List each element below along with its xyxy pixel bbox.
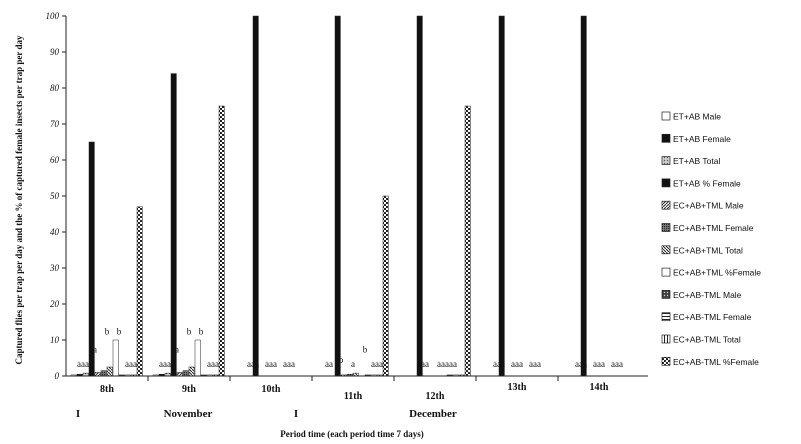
legend-label: ET+AB Total bbox=[673, 156, 720, 166]
month-label: I bbox=[76, 408, 80, 420]
bar bbox=[112, 339, 119, 377]
legend-swatch bbox=[661, 312, 671, 322]
legend: ET+AB Male ET+AB Female ET+AB Total ET+AB %… bbox=[661, 111, 761, 367]
y-tick-label: 80 bbox=[50, 83, 60, 93]
legend-label: ET+AB Male bbox=[673, 112, 721, 122]
bar bbox=[252, 15, 259, 377]
legend-swatch bbox=[661, 245, 671, 255]
y-tick-label: 70 bbox=[50, 119, 60, 129]
y-tick-label: 0 bbox=[55, 371, 60, 381]
y-axis-label: Captured flies per trap per day and the … bbox=[14, 35, 24, 364]
y-tick-label: 60 bbox=[50, 155, 60, 165]
legend-swatch bbox=[661, 223, 671, 232]
category-label: 8th bbox=[100, 384, 114, 395]
significance-label: aaa bbox=[493, 359, 505, 369]
legend-label: EC+AB-TML %Female bbox=[673, 357, 759, 367]
legend-label: ET+AB % Female bbox=[673, 178, 741, 188]
month-label: December bbox=[409, 408, 457, 420]
legend-label: EC+AB-TML Female bbox=[673, 312, 752, 322]
bar bbox=[194, 339, 201, 377]
significance-label: aaaaa bbox=[437, 359, 457, 369]
bar bbox=[106, 366, 113, 377]
significance-label: aaa bbox=[529, 359, 541, 369]
significance-label: aaa bbox=[593, 359, 605, 369]
significance-label: aaa bbox=[371, 359, 383, 369]
legend-swatch bbox=[661, 111, 671, 121]
legend-swatch bbox=[661, 156, 671, 165]
legend-swatch bbox=[661, 178, 671, 188]
legend-label: EC+AB-TML Total bbox=[673, 335, 741, 345]
bar bbox=[182, 370, 189, 377]
significance-label: b bbox=[187, 326, 192, 336]
y-tick-label: 100 bbox=[46, 11, 60, 21]
category-label: 11th bbox=[344, 391, 363, 402]
category-label: 14th bbox=[590, 382, 609, 393]
category-label: 13th bbox=[508, 382, 527, 393]
significance-label: b bbox=[363, 344, 368, 354]
bar bbox=[170, 73, 177, 377]
significance-label: aa bbox=[325, 359, 333, 369]
significance-label: a bbox=[93, 344, 97, 354]
bar bbox=[464, 105, 471, 377]
legend-label: EC+AB-TML Male bbox=[673, 290, 742, 300]
month-label: I bbox=[294, 408, 298, 420]
bar bbox=[382, 195, 389, 377]
legend-swatch bbox=[661, 200, 671, 210]
y-tick-label: 90 bbox=[50, 47, 60, 57]
legend-swatch bbox=[661, 356, 671, 366]
bar bbox=[498, 15, 505, 377]
bars-layer bbox=[70, 15, 587, 377]
legend-label: EC+AB+TML Female bbox=[673, 223, 754, 233]
legend-swatch bbox=[661, 290, 671, 299]
legend-label: EC+AB+TML Male bbox=[673, 201, 744, 211]
bar bbox=[188, 366, 195, 377]
bar bbox=[100, 370, 107, 377]
bar bbox=[580, 15, 587, 377]
significance-label: aaa bbox=[283, 359, 295, 369]
bar bbox=[176, 372, 183, 377]
bar bbox=[88, 141, 95, 377]
significance-label: aaa bbox=[207, 359, 219, 369]
significance-label: a bbox=[175, 344, 179, 354]
y-tick-label: 20 bbox=[50, 299, 60, 309]
month-label: November bbox=[164, 408, 213, 420]
significance-label: aaa bbox=[511, 359, 523, 369]
legend-label: EC+AB+TML Total bbox=[673, 245, 743, 255]
significance-label: aaa bbox=[265, 359, 277, 369]
significance-label: aaa bbox=[77, 359, 89, 369]
legend-swatch bbox=[661, 334, 671, 344]
legend-label: ET+AB Female bbox=[673, 134, 731, 144]
category-label: 10th bbox=[262, 384, 281, 395]
x-axis: 8th 9th 10th 11th 12th 13th 14th I November I Dece… bbox=[66, 375, 648, 420]
bar bbox=[218, 105, 225, 377]
bar bbox=[416, 15, 423, 377]
significance-label: aaa bbox=[247, 359, 259, 369]
significance-label: b bbox=[339, 355, 344, 365]
legend-label: EC+AB+TML %Female bbox=[673, 268, 761, 278]
legend-swatch bbox=[661, 267, 671, 277]
y-tick-label: 10 bbox=[50, 335, 60, 345]
bar bbox=[136, 206, 143, 377]
significance-label: b bbox=[199, 326, 204, 336]
significance-label: b bbox=[105, 326, 110, 336]
significance-label: aaa bbox=[159, 359, 171, 369]
bar bbox=[334, 15, 341, 377]
legend-swatch bbox=[661, 133, 671, 143]
y-tick-label: 30 bbox=[49, 263, 60, 273]
significance-label: a bbox=[351, 359, 355, 369]
significance-label: b bbox=[117, 326, 122, 336]
category-label: 12th bbox=[426, 391, 445, 402]
category-label: 9th bbox=[182, 384, 196, 395]
x-axis-label: Period time (each period time 7 days) bbox=[280, 429, 423, 439]
significance-label: aaa bbox=[417, 359, 429, 369]
bar bbox=[94, 372, 101, 377]
y-tick-label: 40 bbox=[50, 227, 60, 237]
y-axis: 0 10 20 30 40 50 60 70 80 90 100 bbox=[46, 11, 67, 381]
significance-label: aaa bbox=[611, 359, 623, 369]
significance-label: aaa bbox=[125, 359, 137, 369]
significance-label: aaa bbox=[575, 359, 587, 369]
y-tick-label: 50 bbox=[50, 191, 60, 201]
